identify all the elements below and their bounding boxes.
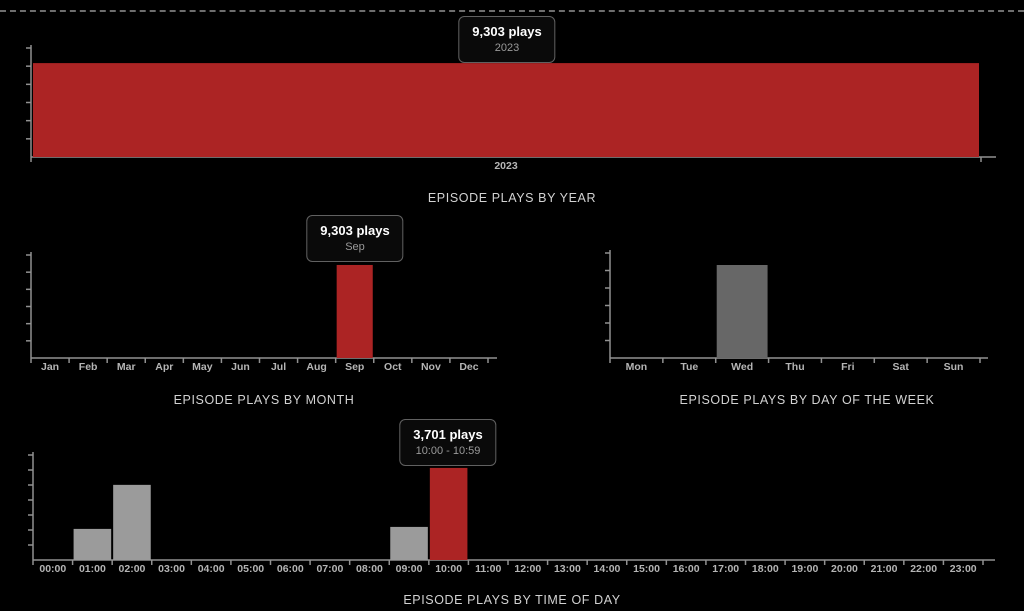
x-tick-label: 01:00 [79, 563, 106, 575]
x-tick-label: 16:00 [673, 563, 700, 575]
x-tick-label: Dec [459, 361, 478, 373]
bar-Sep[interactable] [336, 264, 373, 358]
x-tick-label: 13:00 [554, 563, 581, 575]
month-bar-tooltip: 9,303 plays Sep [306, 215, 404, 262]
year-chart-title: EPISODE PLAYS BY YEAR [427, 191, 597, 205]
tooltip-plays-value: 3,701 plays [413, 427, 483, 442]
dashed-separator [0, 10, 1024, 12]
month-chart-title: EPISODE PLAYS BY MONTH [173, 393, 355, 407]
episode-plays-by-hour-chart: 00:00 01:00 02:00 03:00 04:00 05:00 06:00 07:00… [28, 452, 995, 575]
x-tick-label: 19:00 [791, 563, 818, 575]
x-tick-label: Aug [306, 361, 326, 373]
x-tick-label: Sat [893, 361, 910, 373]
year-bar-tooltip: 9,303 plays 2023 [458, 16, 556, 63]
x-tick-label: 2023 [494, 160, 518, 172]
episode-plays-by-weekday-chart: Mon Tue Wed Thu Fri Sat Sun [605, 250, 988, 373]
bar-09:00[interactable] [390, 526, 428, 560]
x-tick-label: Nov [421, 361, 441, 373]
x-tick-label: 15:00 [633, 563, 660, 575]
x-tick-label: Tue [680, 361, 698, 373]
bar-Wed[interactable] [716, 265, 768, 358]
x-tick-label: Sep [345, 361, 364, 373]
x-tick-label: 03:00 [158, 563, 185, 575]
x-tick-label: Sun [944, 361, 964, 373]
tooltip-category-label: 10:00 - 10:59 [415, 445, 481, 457]
x-tick-label: Fri [841, 361, 855, 373]
x-tick-label: Oct [384, 361, 402, 373]
x-tick-label: 22:00 [910, 563, 937, 575]
x-tick-label: 08:00 [356, 563, 383, 575]
tooltip-category-label: 2023 [494, 42, 520, 54]
x-tick-label: Jun [231, 361, 250, 373]
x-tick-label: 14:00 [594, 563, 621, 575]
x-tick-label: Thu [785, 361, 804, 373]
bar-02:00[interactable] [113, 484, 151, 560]
bar-01:00[interactable] [73, 528, 112, 560]
episode-plays-by-month-chart: Jan Feb Mar Apr May Jun Jul Aug Sep Oct Nov Dec [26, 252, 497, 373]
x-tick-label: 17:00 [712, 563, 739, 575]
hour-chart-title: EPISODE PLAYS BY TIME OF DAY [403, 593, 621, 607]
x-tick-label: Mar [117, 361, 136, 373]
bar-2023[interactable] [33, 63, 979, 157]
x-tick-label: Feb [79, 361, 98, 373]
x-tick-label: 12:00 [514, 563, 541, 575]
x-tick-label: 20:00 [831, 563, 858, 575]
weekday-chart-title: EPISODE PLAYS BY DAY OF THE WEEK [679, 393, 935, 407]
x-tick-label: May [192, 361, 213, 373]
x-tick-label: 23:00 [950, 563, 977, 575]
x-tick-label: Mon [626, 361, 648, 373]
episode-plays-by-year-chart: 2023 [26, 45, 996, 172]
x-tick-label: 09:00 [396, 563, 423, 575]
x-tick-label: 21:00 [871, 563, 898, 575]
x-tick-label: 06:00 [277, 563, 304, 575]
hour-bar-tooltip: 3,701 plays 10:00 - 10:59 [399, 419, 497, 466]
x-tick-label: 02:00 [119, 563, 146, 575]
x-tick-label: 11:00 [475, 563, 501, 575]
x-tick-label: 10:00 [435, 563, 462, 575]
bar-10:00[interactable] [429, 467, 468, 560]
tooltip-plays-value: 9,303 plays [472, 24, 542, 39]
tooltip-plays-value: 9,303 plays [320, 223, 390, 238]
tooltip-category-label: Sep [345, 241, 365, 253]
x-tick-label: 04:00 [198, 563, 225, 575]
x-tick-label: 18:00 [752, 563, 779, 575]
x-tick-label: 00:00 [39, 563, 66, 575]
x-tick-label: Apr [155, 361, 173, 373]
x-tick-label: 07:00 [316, 563, 343, 575]
x-tick-label: 05:00 [237, 563, 264, 575]
x-tick-label: Jul [271, 361, 286, 373]
x-tick-label: Wed [731, 361, 753, 373]
x-tick-label: Jan [41, 361, 59, 373]
